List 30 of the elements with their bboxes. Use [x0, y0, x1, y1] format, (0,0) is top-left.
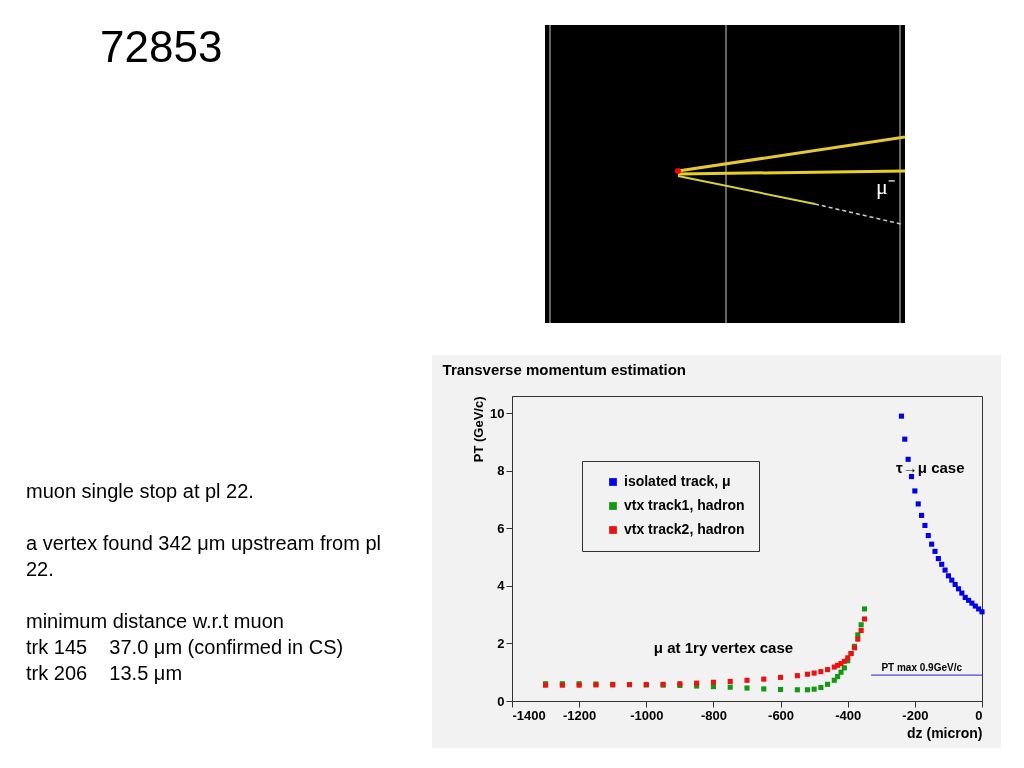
x-axis-title: dz (micron) [907, 724, 983, 741]
x-tick-label: -1200 [563, 707, 597, 723]
x-tick-label: -200 [902, 707, 929, 723]
x-tick-label: 0 [975, 707, 983, 723]
text: a vertex found 342 μm upstream from pl 22. [26, 531, 383, 582]
y-tick-label: 2 [497, 635, 505, 651]
legend-label: vtx track2, hadron [624, 521, 745, 537]
x-tick-label: -400 [835, 707, 862, 723]
y-tick-label: 10 [490, 405, 505, 421]
y-axis-title: PT (GeV/c) [471, 396, 487, 463]
annotation: μ at 1ry vertex case [653, 638, 794, 656]
text: minimum distance w.r.t muon [26, 609, 285, 634]
y-tick-label: 4 [497, 578, 506, 594]
legend-label: vtx track1, hadron [624, 497, 745, 513]
x-tick-label: -800 [700, 707, 727, 723]
legend-label: isolated track, μ [624, 473, 731, 489]
x-tick-label: -600 [768, 707, 795, 723]
text: muon single stop at pl 22. [26, 479, 255, 504]
series-label: PT max 0.9GeV/c [881, 662, 963, 674]
text: trk 145 37.0 μm (confirmed in CS) [26, 635, 345, 660]
y-tick-label: 0 [497, 693, 505, 709]
chart-title: Transverse momentum estimation [442, 361, 686, 378]
y-tick-label: 6 [497, 520, 505, 536]
y-tick-label: 8 [497, 463, 505, 479]
x-tick-label: -1400 [512, 707, 546, 723]
text: trk 206 13.5 μm [26, 661, 184, 686]
text: 72853 [100, 22, 223, 72]
annotation: τ→μ case [896, 458, 965, 476]
x-tick-label: -1000 [630, 707, 664, 723]
text: μ⁻ [876, 173, 895, 200]
